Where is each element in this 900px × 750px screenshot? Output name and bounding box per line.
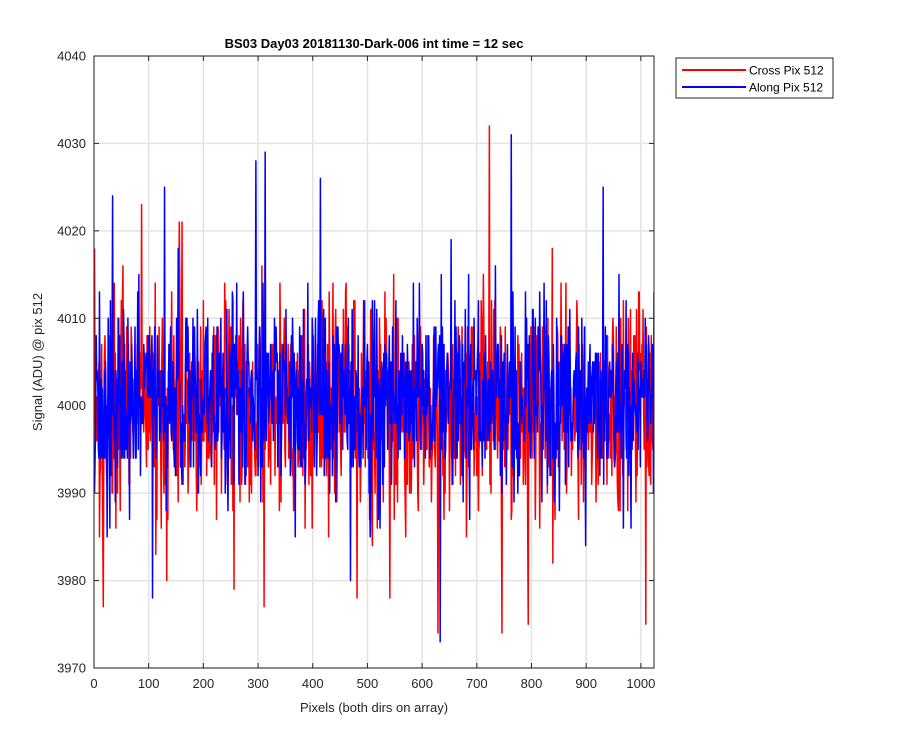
x-tick-label: 800 [521,676,543,691]
x-tick-label: 300 [247,676,269,691]
legend-box [675,57,834,99]
x-tick-label: 100 [138,676,160,691]
x-tick-label: 500 [357,676,379,691]
y-tick-label: 4030 [57,136,86,151]
x-tick-label: 400 [302,676,324,691]
x-tick-label: 1000 [626,676,655,691]
plot-lines [94,125,654,643]
legend: Cross Pix 512 Along Pix 512 [675,57,834,99]
chart-title: BS03 Day03 20181130-Dark-006 int time = … [225,36,524,51]
series-line-along-pix-512 [94,133,654,643]
y-tick-label: 3970 [57,661,86,676]
legend-label: Along Pix 512 [749,81,823,95]
y-tick-label: 4040 [57,49,86,64]
x-tick-label: 700 [466,676,488,691]
x-axis-label: Pixels (both dirs on array) [300,700,448,715]
y-tick-label: 4010 [57,311,86,326]
axes-box [93,55,655,669]
y-tick-label: 3990 [57,486,86,501]
x-tick-label: 0 [90,676,97,691]
y-tick-label: 4000 [57,398,86,413]
y-tick-label: 3980 [57,573,86,588]
y-axis-label: Signal (ADU) @ pix 512 [30,293,45,431]
x-tick-label: 900 [575,676,597,691]
legend-label: Cross Pix 512 [749,64,824,78]
x-tick-label: 600 [411,676,433,691]
axis-ticks: 0 100 200 300 400 500 600 700 800 900 1000 3970 3980… [57,49,655,692]
y-tick-label: 4020 [57,223,86,238]
x-tick-label: 200 [193,676,215,691]
